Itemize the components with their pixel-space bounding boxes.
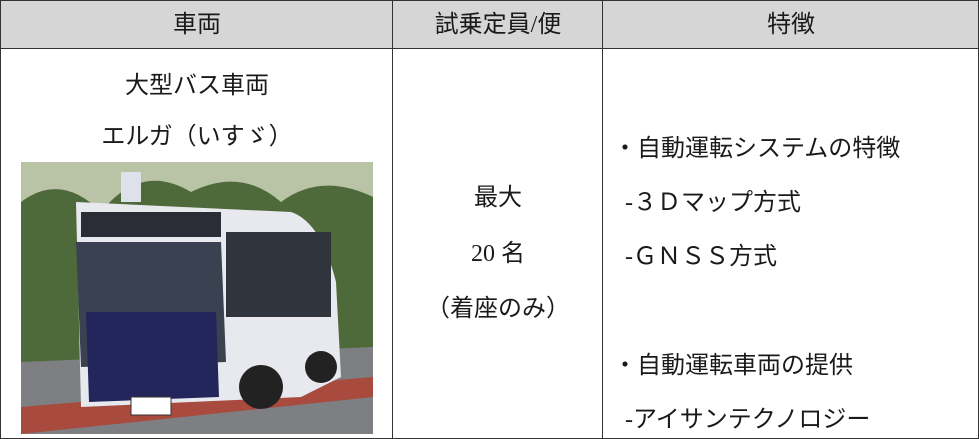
header-cell: 特徴 <box>767 12 815 38</box>
cell-text: -アイサンテクノロジー <box>625 407 871 433</box>
cell-text: 大型バス車両 <box>125 73 269 99</box>
column-divider <box>392 1 393 438</box>
cell-text: （着座のみ） <box>426 296 570 322</box>
cell-text: ・自動運転システムの特徴 <box>613 136 901 162</box>
cell-text: エルガ（いすゞ） <box>101 124 293 150</box>
cell-text: 最大 <box>474 185 522 211</box>
cell-text: -３Ｄマップ方式 <box>625 190 801 216</box>
bus-photo <box>21 162 373 434</box>
header-cell: 試乗定員/便 <box>434 12 562 38</box>
column-divider <box>602 1 603 438</box>
cell-text: 20 名 <box>471 241 525 267</box>
header-row <box>1 1 978 49</box>
header-cell: 車両 <box>173 12 221 38</box>
cell-text: -ＧＮＳＳ方式 <box>625 244 777 270</box>
cell-text: ・自動運転車両の提供 <box>613 353 853 379</box>
